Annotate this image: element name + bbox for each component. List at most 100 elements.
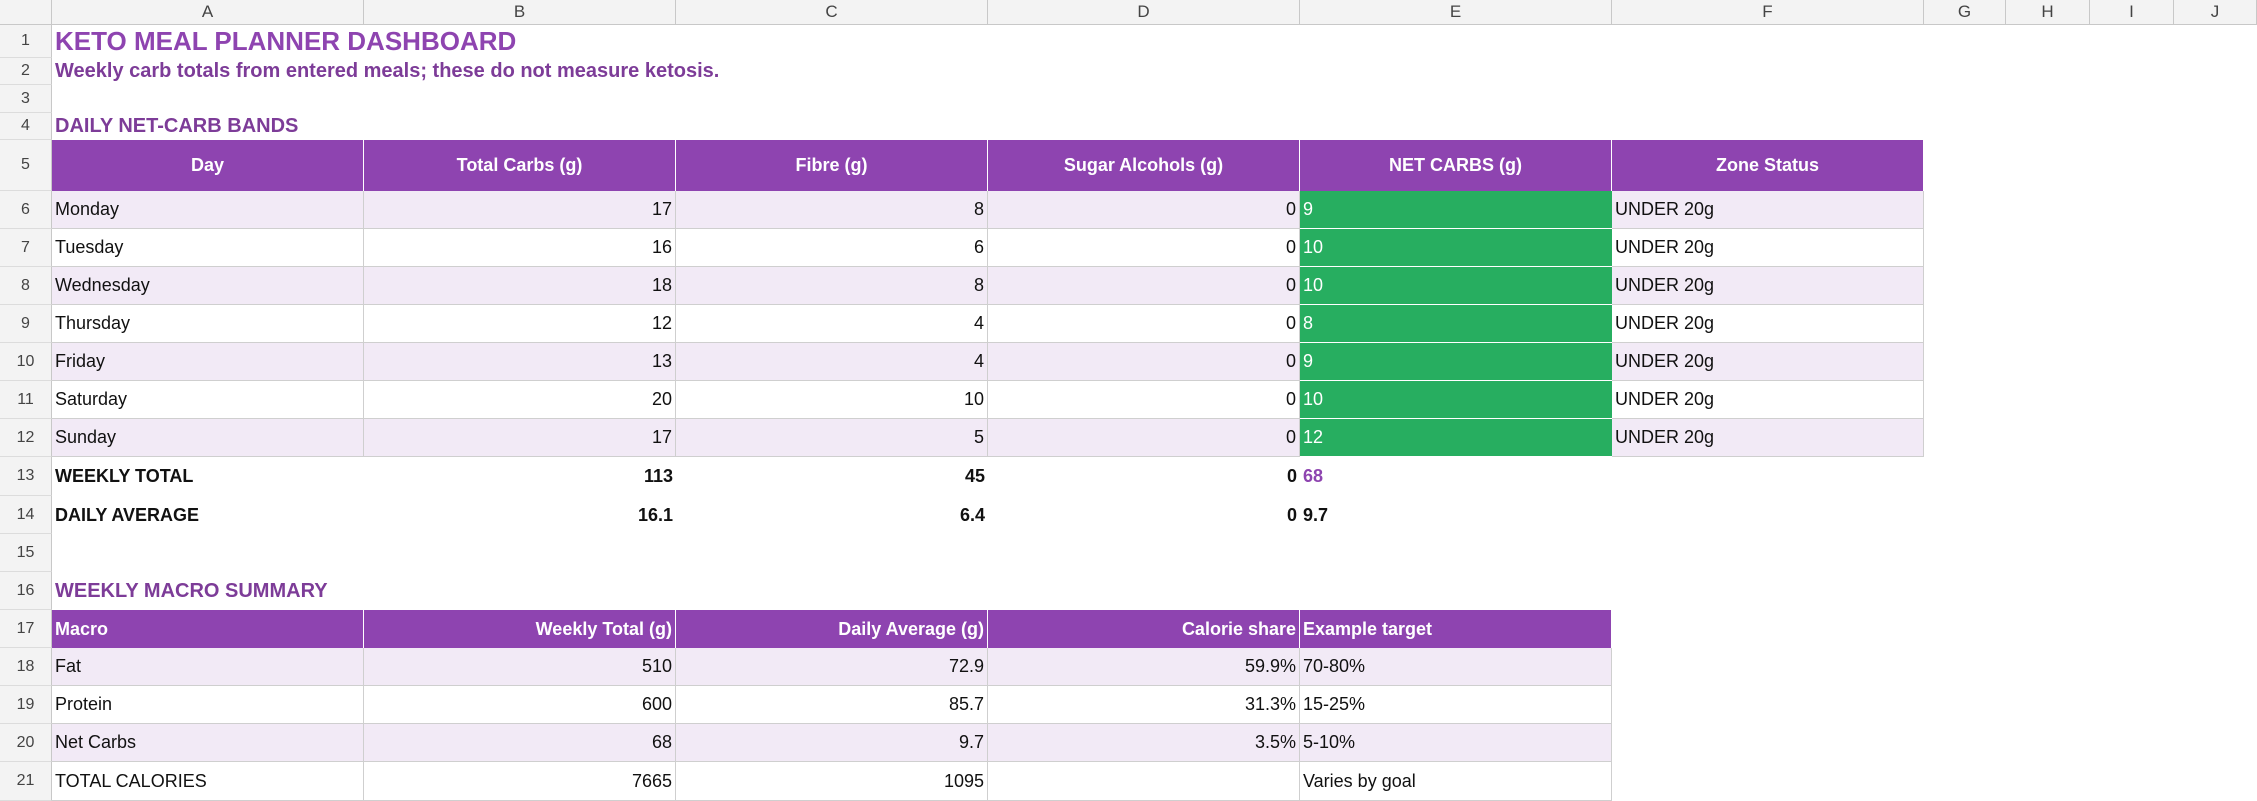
daily-cell-fibre[interactable]: 10 — [676, 381, 988, 419]
daily-average-carbs[interactable]: 16.1 — [637, 504, 673, 525]
daily-cell-zone-status[interactable]: UNDER 20g — [1612, 305, 1924, 343]
macro-cell-weekly-total[interactable]: 600 — [364, 686, 676, 724]
daily-cell-zone-status[interactable]: UNDER 20g — [1612, 267, 1924, 305]
macro-cell-macro[interactable]: Net Carbs — [52, 724, 364, 762]
daily-cell-day[interactable]: Tuesday — [52, 229, 364, 267]
daily-cell-sugar-alcohols[interactable]: 0 — [988, 305, 1300, 343]
daily-cell-day[interactable]: Saturday — [52, 381, 364, 419]
macro-cell-weekly-total[interactable]: 68 — [364, 724, 676, 762]
macro-cell-macro[interactable]: Fat — [52, 648, 364, 686]
row-header-12[interactable]: 12 — [0, 419, 52, 457]
column-header-c[interactable]: C — [676, 0, 988, 25]
daily-header-total-carbs[interactable]: Total Carbs (g) — [364, 140, 676, 191]
total-calories-weekly[interactable]: 7665 — [364, 762, 676, 801]
daily-cell-day[interactable]: Wednesday — [52, 267, 364, 305]
page-title[interactable]: KETO MEAL PLANNER DASHBOARD — [55, 26, 517, 56]
daily-cell-total-carbs[interactable]: 17 — [364, 191, 676, 229]
macro-header-weekly-total[interactable]: Weekly Total (g) — [364, 610, 676, 648]
macro-cell-daily-average[interactable]: 9.7 — [676, 724, 988, 762]
macro-cell-example-target[interactable]: 70-80% — [1300, 648, 1612, 686]
macro-cell-daily-average[interactable]: 85.7 — [676, 686, 988, 724]
daily-cell-zone-status[interactable]: UNDER 20g — [1612, 419, 1924, 457]
weekly-total-label[interactable]: WEEKLY TOTAL — [55, 466, 194, 486]
row-header-17[interactable]: 17 — [0, 610, 52, 648]
daily-cell-fibre[interactable]: 4 — [676, 305, 988, 343]
daily-cell-total-carbs[interactable]: 16 — [364, 229, 676, 267]
column-header-h[interactable]: H — [2006, 0, 2090, 25]
weekly-total-net-carbs[interactable]: 68 — [1303, 466, 1324, 486]
daily-header-net-carbs[interactable]: NET CARBS (g) — [1300, 140, 1612, 191]
daily-cell-sugar-alcohols[interactable]: 0 — [988, 229, 1300, 267]
total-calories-target[interactable]: Varies by goal — [1300, 762, 1612, 801]
daily-cell-net-carbs[interactable]: 10 — [1300, 229, 1612, 267]
row-header-21[interactable]: 21 — [0, 762, 52, 801]
row-header-14[interactable]: 14 — [0, 496, 52, 534]
daily-cell-total-carbs[interactable]: 20 — [364, 381, 676, 419]
daily-cell-day[interactable]: Monday — [52, 191, 364, 229]
macro-cell-weekly-total[interactable]: 510 — [364, 648, 676, 686]
weekly-total-fibre[interactable]: 45 — [964, 466, 985, 486]
total-calories-label[interactable]: TOTAL CALORIES — [52, 762, 364, 801]
daily-cell-fibre[interactable]: 5 — [676, 419, 988, 457]
row-header-10[interactable]: 10 — [0, 343, 52, 381]
macro-cell-calorie-share[interactable]: 59.9% — [988, 648, 1300, 686]
macro-header-calorie-share[interactable]: Calorie share — [988, 610, 1300, 648]
daily-cell-net-carbs[interactable]: 8 — [1300, 305, 1612, 343]
row-header-18[interactable]: 18 — [0, 648, 52, 686]
macro-header-macro[interactable]: Macro — [52, 610, 364, 648]
column-header-i[interactable]: I — [2090, 0, 2174, 25]
total-calories-share[interactable] — [988, 762, 1300, 801]
daily-average-label[interactable]: DAILY AVERAGE — [55, 504, 200, 525]
daily-cell-net-carbs[interactable]: 9 — [1300, 191, 1612, 229]
column-header-b[interactable]: B — [364, 0, 676, 25]
macro-cell-daily-average[interactable]: 72.9 — [676, 648, 988, 686]
column-header-f[interactable]: F — [1612, 0, 1924, 25]
total-calories-daily[interactable]: 1095 — [676, 762, 988, 801]
daily-cell-fibre[interactable]: 6 — [676, 229, 988, 267]
daily-cell-net-carbs[interactable]: 12 — [1300, 419, 1612, 457]
daily-cell-sugar-alcohols[interactable]: 0 — [988, 191, 1300, 229]
macro-cell-example-target[interactable]: 15-25% — [1300, 686, 1612, 724]
row-header-4[interactable]: 4 — [0, 113, 52, 140]
sheet-corner[interactable] — [0, 0, 52, 25]
column-header-j[interactable]: J — [2174, 0, 2257, 25]
daily-header-zone-status[interactable]: Zone Status — [1612, 140, 1924, 191]
row-header-8[interactable]: 8 — [0, 267, 52, 305]
row-header-20[interactable]: 20 — [0, 724, 52, 762]
daily-cell-sugar-alcohols[interactable]: 0 — [988, 381, 1300, 419]
daily-header-day[interactable]: Day — [52, 140, 364, 191]
row-header-6[interactable]: 6 — [0, 191, 52, 229]
daily-cell-day[interactable]: Sunday — [52, 419, 364, 457]
daily-header-sugar-alcohols[interactable]: Sugar Alcohols (g) — [988, 140, 1300, 191]
macro-cell-calorie-share[interactable]: 31.3% — [988, 686, 1300, 724]
daily-section-heading[interactable]: DAILY NET-CARB BANDS — [55, 115, 299, 137]
row-header-3[interactable]: 3 — [0, 85, 52, 113]
daily-average-fibre[interactable]: 6.4 — [959, 504, 985, 525]
daily-cell-sugar-alcohols[interactable]: 0 — [988, 343, 1300, 381]
daily-cell-zone-status[interactable]: UNDER 20g — [1612, 343, 1924, 381]
column-header-d[interactable]: D — [988, 0, 1300, 25]
macro-cell-calorie-share[interactable]: 3.5% — [988, 724, 1300, 762]
daily-cell-net-carbs[interactable]: 10 — [1300, 381, 1612, 419]
row-header-1[interactable]: 1 — [0, 25, 52, 58]
daily-cell-total-carbs[interactable]: 17 — [364, 419, 676, 457]
macro-cell-macro[interactable]: Protein — [52, 686, 364, 724]
row-header-5[interactable]: 5 — [0, 140, 52, 191]
daily-cell-zone-status[interactable]: UNDER 20g — [1612, 381, 1924, 419]
daily-cell-total-carbs[interactable]: 12 — [364, 305, 676, 343]
macro-header-daily-average[interactable]: Daily Average (g) — [676, 610, 988, 648]
daily-cell-fibre[interactable]: 8 — [676, 267, 988, 305]
daily-average-sugar-alcohols[interactable]: 0 — [1286, 504, 1297, 525]
daily-average-net-carbs[interactable]: 9.7 — [1303, 504, 1329, 525]
daily-header-fibre[interactable]: Fibre (g) — [676, 140, 988, 191]
row-header-19[interactable]: 19 — [0, 686, 52, 724]
macro-section-heading[interactable]: WEEKLY MACRO SUMMARY — [55, 579, 328, 602]
daily-cell-day[interactable]: Thursday — [52, 305, 364, 343]
daily-cell-day[interactable]: Friday — [52, 343, 364, 381]
daily-cell-zone-status[interactable]: UNDER 20g — [1612, 229, 1924, 267]
daily-cell-sugar-alcohols[interactable]: 0 — [988, 267, 1300, 305]
daily-cell-sugar-alcohols[interactable]: 0 — [988, 419, 1300, 457]
daily-cell-net-carbs[interactable]: 10 — [1300, 267, 1612, 305]
page-subtitle[interactable]: Weekly carb totals from entered meals; t… — [55, 60, 720, 82]
weekly-total-carbs[interactable]: 113 — [643, 466, 673, 486]
